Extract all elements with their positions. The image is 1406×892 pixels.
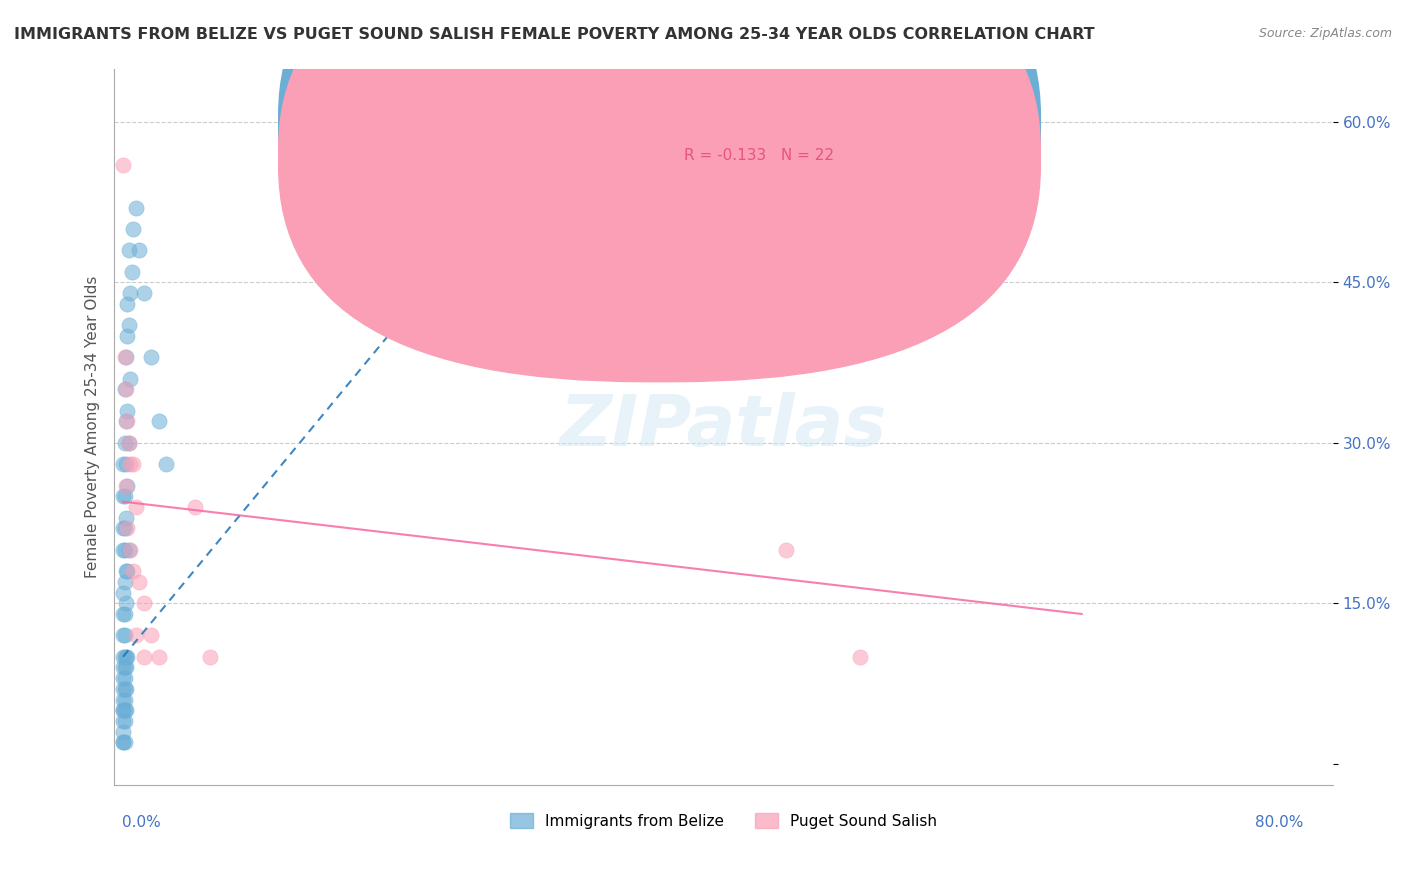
Point [118,542,141,557]
Point [114,735,136,749]
FancyBboxPatch shape [633,108,912,179]
Point [775,542,797,557]
Point [117,478,139,492]
FancyBboxPatch shape [278,0,1040,382]
Point [112,714,135,728]
Point [112,585,135,599]
Point [114,351,136,365]
Point [117,521,139,535]
Point [184,500,207,514]
Y-axis label: Female Poverty Among 25-34 Year Olds: Female Poverty Among 25-34 Year Olds [86,276,100,578]
Point [117,649,139,664]
Point [115,703,138,717]
Point [117,329,139,343]
Text: 80.0%: 80.0% [1256,815,1303,830]
Point [125,201,148,215]
Point [112,607,135,621]
Point [115,649,138,664]
Point [128,574,150,589]
Point [115,510,138,524]
Point [112,724,135,739]
Point [114,542,136,557]
Point [112,489,135,503]
Point [112,457,135,471]
Point [112,660,135,674]
Point [115,414,138,428]
Point [112,628,135,642]
Point [114,628,136,642]
Point [114,489,136,503]
Point [139,351,162,365]
Point [122,564,145,578]
Point [112,703,135,717]
Point [115,564,138,578]
Point [132,596,155,610]
Text: ZIPatlas: ZIPatlas [560,392,887,461]
Point [120,457,142,471]
Point [148,649,170,664]
Point [114,435,136,450]
Point [139,628,162,642]
Point [114,521,136,535]
Point [122,457,145,471]
Text: R = -0.133   N = 22: R = -0.133 N = 22 [685,148,835,163]
Point [155,457,177,471]
Text: R =  0.207   N = 64: R = 0.207 N = 64 [685,115,834,129]
Point [115,596,138,610]
Point [112,735,135,749]
Point [114,607,136,621]
Point [114,692,136,706]
Point [114,671,136,685]
Point [112,158,135,172]
Text: 0.0%: 0.0% [121,815,160,830]
Point [118,435,141,450]
FancyBboxPatch shape [278,0,1040,348]
Point [112,671,135,685]
Point [112,649,135,664]
Point [114,703,136,717]
Point [120,542,142,557]
Point [112,735,135,749]
Text: Source: ZipAtlas.com: Source: ZipAtlas.com [1258,27,1392,40]
Point [112,692,135,706]
Point [118,244,141,258]
Point [117,564,139,578]
Point [114,714,136,728]
Point [114,649,136,664]
Point [112,681,135,696]
Point [115,457,138,471]
Point [121,265,143,279]
Point [122,222,145,236]
Point [125,628,148,642]
Point [128,244,150,258]
Point [117,297,139,311]
Point [115,478,138,492]
Point [115,681,138,696]
Point [117,403,139,417]
Point [115,351,138,365]
Point [115,660,138,674]
Point [112,703,135,717]
Point [114,681,136,696]
Text: IMMIGRANTS FROM BELIZE VS PUGET SOUND SALISH FEMALE POVERTY AMONG 25-34 YEAR OLD: IMMIGRANTS FROM BELIZE VS PUGET SOUND SA… [14,27,1095,42]
Point [112,521,135,535]
Point [115,383,138,397]
Point [120,372,142,386]
Legend: Immigrants from Belize, Puget Sound Salish: Immigrants from Belize, Puget Sound Sali… [503,806,943,835]
Point [200,649,222,664]
Point [849,649,872,664]
Point [118,435,141,450]
Point [114,574,136,589]
Point [118,318,141,333]
Point [132,286,155,301]
Point [125,500,148,514]
Point [114,660,136,674]
Point [114,383,136,397]
Point [112,542,135,557]
Point [132,649,155,664]
Point [148,414,170,428]
Point [120,286,142,301]
Point [117,414,139,428]
